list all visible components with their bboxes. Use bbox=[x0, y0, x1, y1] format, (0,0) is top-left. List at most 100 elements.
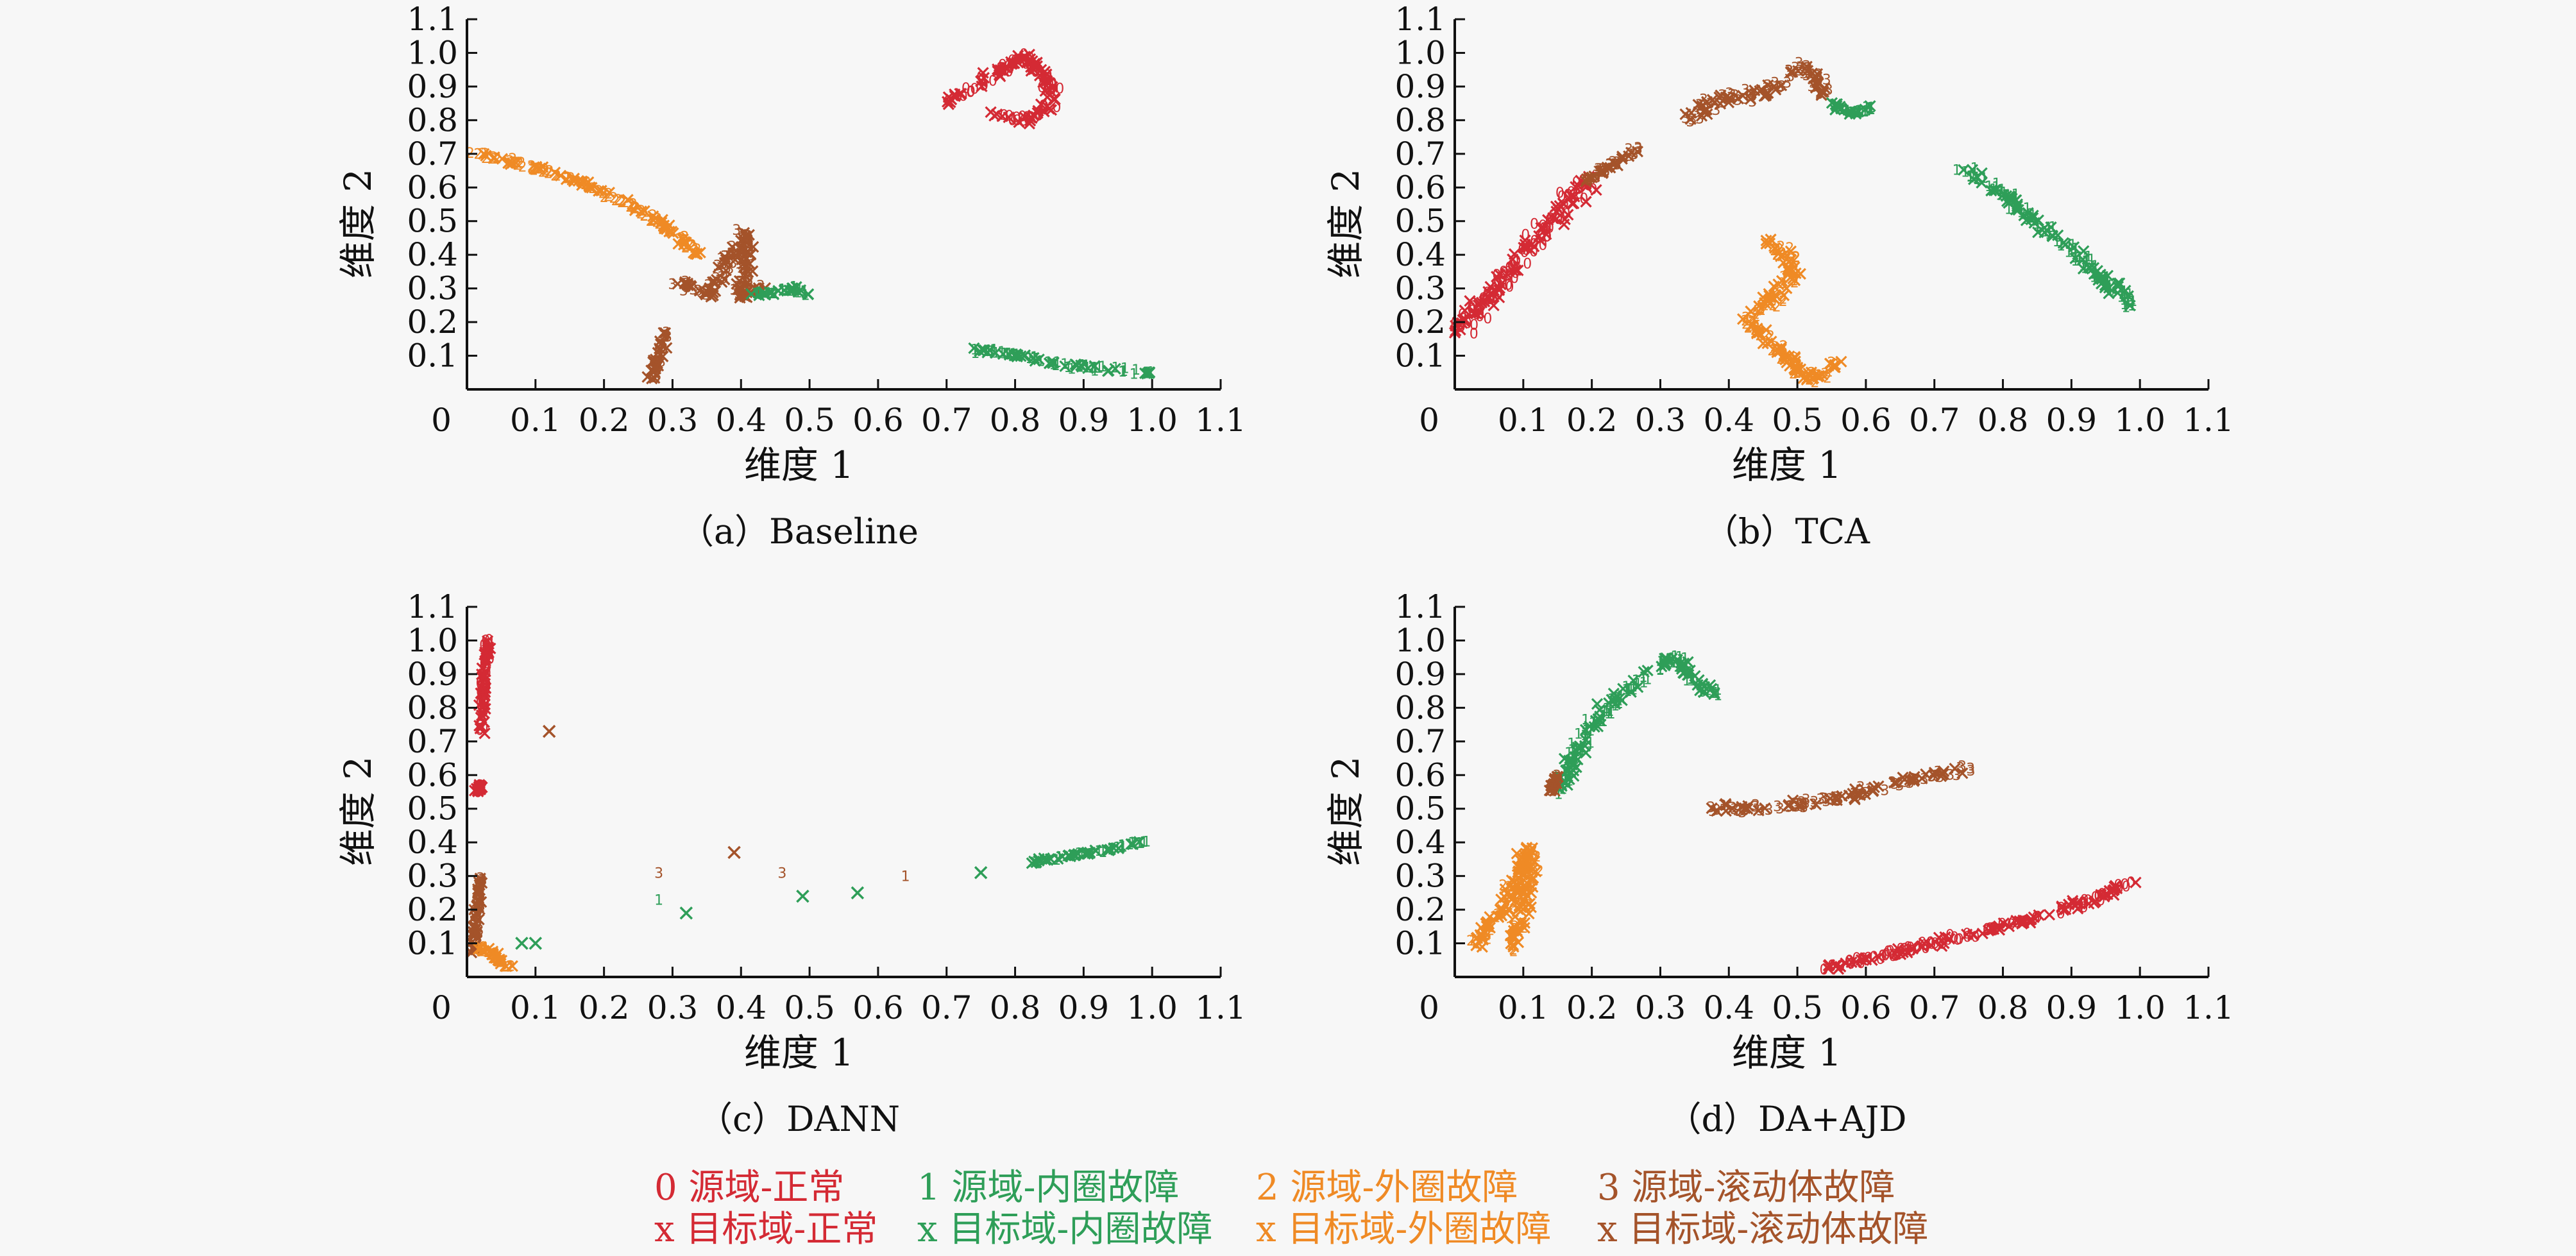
data-point: 2 bbox=[1498, 878, 1507, 894]
x-tick-label: 0.7 bbox=[921, 989, 972, 1026]
data-point bbox=[679, 277, 691, 290]
legend-marker: x bbox=[1256, 1209, 1287, 1250]
data-point bbox=[665, 225, 678, 238]
data-point: 1 bbox=[1003, 347, 1012, 363]
y-tick-label: 1.1 bbox=[407, 1, 458, 38]
y-tick-label: 0.3 bbox=[1394, 270, 1446, 307]
data-point: 1 bbox=[1083, 361, 1092, 377]
data-point bbox=[719, 251, 731, 263]
data-point bbox=[560, 173, 573, 185]
data-point: 2 bbox=[1486, 923, 1495, 939]
data-point: 3 bbox=[734, 286, 743, 302]
x-tick-label: 0.2 bbox=[579, 402, 630, 439]
chart-caption: （d）DA+AJD bbox=[1666, 1099, 1906, 1139]
x-tick-label: 0.7 bbox=[921, 402, 972, 439]
data-point bbox=[1032, 105, 1044, 117]
data-point: 2 bbox=[685, 237, 694, 253]
x-tick-label: 0.9 bbox=[1058, 402, 1110, 439]
data-point bbox=[851, 886, 865, 900]
y-tick-label: 0.8 bbox=[1394, 689, 1446, 726]
data-point: 1 bbox=[782, 284, 791, 300]
data-point: 2 bbox=[499, 960, 508, 976]
x-tick-label: 1.0 bbox=[1126, 989, 1178, 1026]
data-point bbox=[1003, 111, 1015, 123]
data-point: 0 bbox=[1047, 82, 1056, 98]
data-point: 0 bbox=[966, 85, 975, 101]
legend-label: 目标域-正常 bbox=[686, 1209, 877, 1250]
y-tick-label: 0.9 bbox=[1394, 68, 1446, 105]
data-point bbox=[654, 338, 667, 350]
y-tick-label: 0.7 bbox=[1394, 135, 1446, 173]
data-point bbox=[745, 286, 757, 298]
x-tick-label: 1.0 bbox=[1126, 402, 1178, 439]
x-tick-label: 0.3 bbox=[1635, 402, 1686, 439]
data-point: 2 bbox=[1754, 303, 1763, 319]
data-point: 3 bbox=[721, 249, 730, 265]
data-point bbox=[529, 937, 543, 950]
data-point bbox=[647, 210, 659, 223]
data-point bbox=[1041, 91, 1053, 103]
y-tick-label: 0.2 bbox=[1394, 891, 1446, 928]
y-tick-label: 1.0 bbox=[1394, 34, 1446, 71]
data-point bbox=[763, 286, 775, 298]
data-point bbox=[1046, 81, 1058, 93]
data-point: 1 bbox=[1098, 359, 1107, 375]
data-point: 1 bbox=[768, 286, 777, 302]
data-point: 0 bbox=[1492, 267, 1501, 284]
data-point bbox=[968, 342, 980, 354]
data-point: 0 bbox=[1523, 257, 1532, 273]
data-point: 3 bbox=[702, 287, 711, 303]
data-point bbox=[691, 248, 703, 260]
data-point bbox=[1047, 357, 1059, 369]
data-point: 0 bbox=[1483, 311, 1492, 327]
data-point: 1 bbox=[1131, 362, 1140, 378]
x-tick-label: 0.2 bbox=[1566, 402, 1618, 439]
data-point bbox=[672, 238, 684, 250]
data-point: 2 bbox=[1529, 842, 1538, 858]
data-point bbox=[1143, 367, 1155, 379]
data-point: 0 bbox=[1470, 318, 1479, 334]
data-point bbox=[765, 286, 778, 299]
x-tick-label: 0.4 bbox=[1704, 989, 1755, 1026]
data-point bbox=[944, 96, 956, 108]
axes: 0 0.1 0.2 0.3 0.4 0.5 0.6 0.7 0.8 0.9 1.0 1.10.10.2… bbox=[407, 588, 1246, 1026]
data-point bbox=[661, 342, 673, 354]
data-point bbox=[682, 279, 694, 292]
data-point: 3 bbox=[725, 252, 734, 268]
data-point: 1 bbox=[1111, 361, 1120, 377]
data-point: 3 bbox=[1741, 92, 1750, 108]
x-tick-label: 0.9 bbox=[2046, 989, 2097, 1026]
x-tick-label: 0.1 bbox=[1498, 402, 1549, 439]
y-tick-label: 0.9 bbox=[1394, 656, 1446, 693]
legend-entry: 0 源域-正常 bbox=[654, 1167, 844, 1209]
data-point: 0 bbox=[1537, 226, 1546, 242]
data-point: 2 bbox=[594, 183, 603, 199]
data-point: 3 bbox=[718, 257, 727, 273]
x-tick-label: 1.0 bbox=[2114, 402, 2165, 439]
y-tick-label: 0.5 bbox=[407, 790, 458, 827]
data-point: 1 bbox=[786, 284, 795, 300]
data-point bbox=[949, 90, 961, 102]
data-point: 3 bbox=[1765, 802, 1774, 819]
x-tick-label: 1.1 bbox=[1195, 989, 1246, 1026]
data-point: 3 bbox=[1956, 760, 1965, 776]
data-point: 3 bbox=[475, 898, 484, 914]
x-tick-label: 0.5 bbox=[784, 989, 835, 1026]
data-point bbox=[1109, 362, 1121, 375]
data-point: 1 bbox=[1686, 672, 1695, 688]
data-point bbox=[1089, 360, 1101, 372]
data-point bbox=[802, 288, 815, 300]
data-point: 1 bbox=[654, 892, 663, 908]
y-tick-label: 0.3 bbox=[407, 858, 458, 895]
legend-label: 源域-滚动体故障 bbox=[1631, 1167, 1895, 1209]
y-tick-label: 0.5 bbox=[1394, 790, 1446, 827]
data-point: 1 bbox=[1570, 743, 1579, 760]
x-tick-label: 0.3 bbox=[1635, 989, 1686, 1026]
data-point: 1 bbox=[778, 282, 787, 298]
x-tick-label: 1.1 bbox=[2183, 989, 2234, 1026]
x-tick-label: 0.5 bbox=[1772, 402, 1823, 439]
data-point: 2 bbox=[541, 162, 550, 178]
y-tick-label: 1.1 bbox=[1394, 588, 1446, 625]
